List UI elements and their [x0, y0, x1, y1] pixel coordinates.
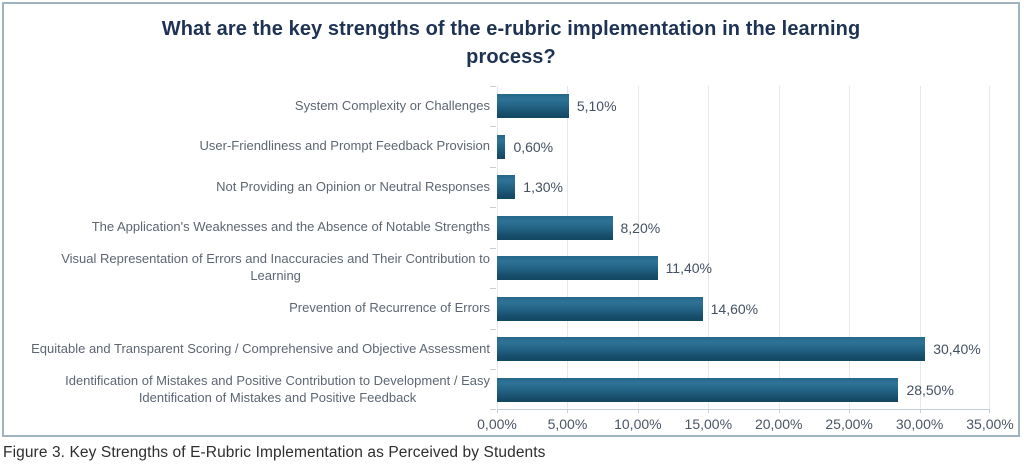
bar [497, 377, 899, 402]
category-label: Equitable and Transparent Scoring / Comp… [31, 340, 490, 356]
value-label: 0,60% [513, 138, 554, 155]
bar [497, 134, 506, 159]
category-axis-tick [490, 86, 496, 87]
value-label: 1,30% [523, 179, 563, 196]
value-label: 30,40% [933, 341, 981, 358]
x-axis-tick [708, 409, 710, 413]
bar-track: 5,10% [497, 86, 990, 127]
bar-row: Identification of Mistakes and Positive … [4, 370, 1018, 411]
bar-track: 0,60% [497, 127, 990, 168]
bar-track: 1,30% [497, 167, 990, 208]
category-label: Prevention of Recurrence of Errors [289, 300, 490, 316]
gridline [919, 86, 921, 409]
x-axis-label: 25,00% [825, 416, 873, 432]
bar-row: User-Friendliness and Prompt Feedback Pr… [4, 127, 1018, 168]
gridline [708, 86, 710, 409]
category-axis-tick [490, 207, 496, 208]
bar-track: 8,20% [497, 208, 990, 249]
gridline [637, 86, 639, 409]
value-label: 11,40% [665, 260, 713, 277]
gridline [567, 86, 569, 409]
x-axis-tick [849, 409, 851, 413]
bar-row: Visual Representation of Errors and Inac… [4, 248, 1018, 289]
bar-row: System Complexity or Challenges 5,10% [4, 86, 1018, 127]
category-label: Not Providing an Opinion or Neutral Resp… [216, 178, 490, 194]
chart-title: What are the key strengths of the e-rubr… [161, 18, 861, 68]
bar [497, 296, 703, 321]
x-axis-tick [497, 409, 498, 413]
x-axis-tick [989, 409, 990, 413]
x-axis-label: 20,00% [754, 416, 803, 432]
bar [497, 215, 613, 240]
category-axis-tick [490, 369, 496, 370]
category-label: System Complexity or Challenges [294, 97, 490, 113]
x-axis-label: 30,00% [895, 416, 944, 432]
bar-row: Not Providing an Opinion or Neutral Resp… [4, 167, 1018, 208]
bar [497, 337, 926, 362]
x-axis-label: 15,00% [684, 416, 733, 432]
category-label: Identification of Mistakes and Positive … [65, 372, 490, 405]
value-label: 28,50% [906, 381, 954, 398]
x-axis-label: 0,00% [477, 416, 517, 432]
category-label: User-Friendliness and Prompt Feedback Pr… [199, 138, 490, 154]
category-axis-tick [490, 167, 496, 168]
plot-gridlines [490, 86, 990, 413]
category-label: The Application's Weaknesses and the Abs… [91, 219, 490, 235]
bar-track: 14,60% [497, 289, 990, 330]
chart-container: What are the key strengths of the e-rubr… [2, 2, 1020, 437]
x-axis-tick [919, 409, 921, 413]
bar-track: 30,40% [497, 329, 990, 370]
bar-track: 11,40% [497, 248, 990, 289]
category-axis-tick [490, 329, 496, 330]
x-axis-tick [637, 409, 639, 413]
x-axis-label: 10,00% [614, 416, 662, 432]
x-axis-label: 5,00% [547, 416, 588, 432]
x-axis: 0,00% 5,00% 10,00% 15,00% 20,00% 25,00% … [477, 416, 1014, 436]
category-axis-tick [490, 288, 496, 289]
gridline [778, 86, 780, 409]
bar [497, 175, 516, 200]
bar [497, 256, 658, 281]
x-axis-tick [567, 409, 569, 413]
value-label: 14,60% [710, 300, 759, 317]
bar [497, 94, 569, 119]
value-label: 8,20% [620, 219, 661, 236]
value-label: 5,10% [576, 98, 617, 115]
category-axis-tick [490, 409, 496, 410]
gridline [989, 86, 990, 409]
bar-track: 28,50% [497, 370, 990, 411]
bar-row: Equitable and Transparent Scoring / Comp… [4, 329, 1018, 370]
gridline [849, 86, 851, 409]
figure-caption: Figure 3. Key Strengths of E-Rubric Impl… [3, 444, 546, 461]
category-axis-tick [490, 248, 496, 249]
gridline [497, 86, 498, 409]
category-label: Visual Representation of Errors and Inac… [61, 251, 490, 284]
bar-row: The Application's Weaknesses and the Abs… [4, 208, 1018, 249]
bar-rows: System Complexity or Challenges 5,10% Us… [4, 86, 1018, 410]
bar-row: Prevention of Recurrence of Errors 14,60… [4, 289, 1018, 330]
x-axis-tick [778, 409, 780, 413]
category-axis-tick [490, 126, 496, 127]
x-axis-label: 35,00% [966, 416, 1014, 432]
